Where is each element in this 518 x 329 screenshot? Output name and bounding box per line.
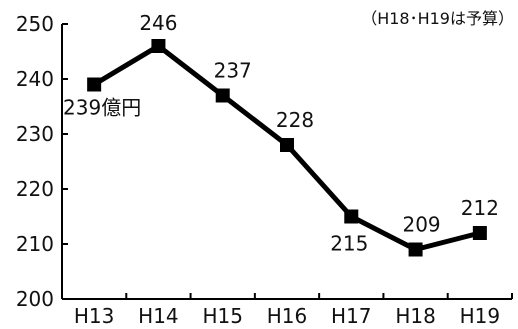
- chart-note: （H18･H19は予算）: [361, 9, 514, 28]
- x-tick-label: H18: [395, 304, 436, 328]
- y-axis: 200 210 220 230 240 250: [16, 12, 68, 311]
- y-tick-label: 230: [16, 122, 54, 146]
- x-tick-label: H14: [138, 304, 179, 328]
- y-tick-label: 240: [16, 67, 54, 91]
- data-label: 209: [402, 213, 440, 237]
- x-axis: H13 H14 H15 H16 H17 H18 H19: [62, 293, 513, 328]
- data-label: 215: [330, 232, 368, 256]
- series-group: 239億円 246 237 228 215 209 212: [63, 11, 499, 257]
- x-tick-label: H15: [202, 304, 243, 328]
- data-label: 246: [139, 11, 177, 35]
- x-tick-label: H19: [460, 304, 501, 328]
- y-tick-label: 210: [16, 232, 54, 256]
- x-tick-label: H16: [267, 304, 308, 328]
- x-tick-label: H13: [74, 304, 115, 328]
- data-point-marker: [215, 88, 230, 103]
- data-point-marker: [280, 138, 294, 152]
- y-tick-label: 250: [16, 12, 54, 36]
- y-tick-label: 220: [16, 177, 54, 201]
- data-point-marker: [344, 209, 359, 224]
- data-label: 228: [276, 108, 314, 132]
- data-point-marker: [408, 242, 423, 257]
- y-tick-label: 200: [16, 287, 54, 311]
- data-point-marker: [151, 39, 166, 53]
- data-point-marker: [472, 226, 487, 240]
- data-point-marker: [87, 77, 102, 92]
- data-label: 239億円: [63, 96, 141, 120]
- data-label: 212: [461, 196, 499, 220]
- data-label: 237: [214, 59, 252, 83]
- x-tick-label: H17: [331, 304, 372, 328]
